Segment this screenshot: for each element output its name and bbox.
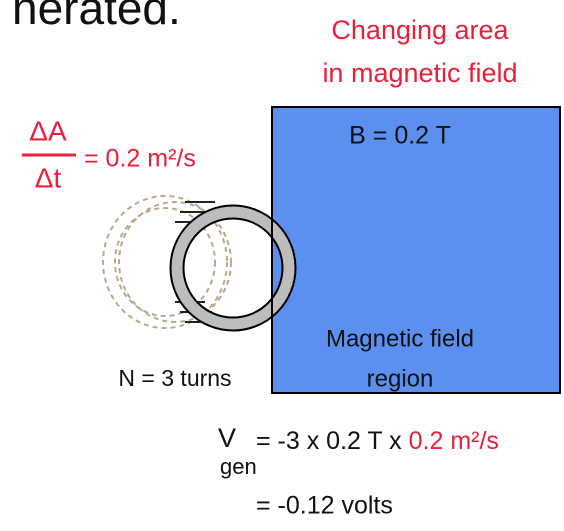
equation-rate: 0.2 m²/s [409,427,499,455]
coil-label: N = 3 turns [118,365,231,391]
equation-symbol: V [218,423,236,453]
equation-terms-text: = -3 x 0.2 T x [256,427,409,455]
equation-subscript: gen [220,454,257,479]
rate-value: = 0.2 m²/s [84,145,196,173]
rate-denominator: Δt [35,162,62,193]
region-label: Magnetic field [326,325,474,352]
title-line: Changing area [331,15,509,45]
field-label: B = 0.2 T [349,122,451,150]
header-text: nerated. [12,0,181,34]
title-line: in magnetic field [322,58,517,88]
equation-result: = -0.12 volts [256,492,393,520]
diagram: nerated. Changing area in magnetic field… [0,0,564,531]
equation-terms: = -3 x 0.2 T x 0.2 m²/s [256,427,499,455]
rate-numerator: ΔA [29,115,67,146]
region-label: region [367,365,434,392]
